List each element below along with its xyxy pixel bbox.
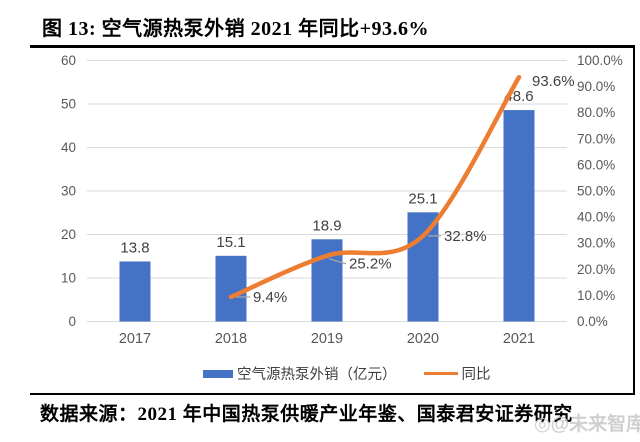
label-leader-2019 [328, 258, 347, 265]
left-axis-tick: 60 [61, 53, 76, 68]
right-axis-tick: 80.0% [577, 105, 615, 120]
legend-line-swatch [423, 371, 458, 376]
legend-bar-swatch [203, 369, 233, 378]
bar-label-2020: 25.1 [408, 190, 437, 207]
right-axis-tick: 40.0% [577, 210, 615, 225]
watermark-text: @未来智库 [550, 414, 640, 435]
right-axis-tick: 0.0% [577, 314, 608, 329]
yoy-label-2018: 9.4% [253, 289, 287, 306]
right-axis-tick: 20.0% [577, 262, 615, 277]
right-axis-tick: 60.0% [577, 157, 615, 172]
yoy-label-2020: 32.8% [444, 228, 487, 245]
yoy-label-2021: 93.6% [532, 73, 575, 90]
figure-right-border [633, 45, 636, 395]
watermark: ◎@未来智库 [534, 409, 640, 436]
right-axis-tick: 70.0% [577, 131, 615, 146]
legend-bar-label: 空气源热泵外销（亿元） [237, 367, 397, 383]
left-axis-tick: 30 [61, 184, 76, 199]
left-axis-tick: 0 [68, 314, 76, 329]
category-label-2019: 2019 [311, 331, 343, 347]
yoy-line [228, 74, 522, 300]
bar-label-2018: 15.1 [216, 234, 245, 251]
title-divider-line [30, 45, 635, 48]
left-axis-tick: 20 [61, 227, 76, 242]
bottom-divider-line [30, 393, 635, 395]
left-axis-tick: 50 [61, 97, 76, 112]
right-axis-tick: 50.0% [577, 184, 615, 199]
category-label-2021: 2021 [503, 331, 535, 347]
bar-2018 [215, 255, 247, 322]
chart-legend: 空气源热泵外销（亿元） 同比 [203, 363, 491, 384]
category-label-2018: 2018 [215, 331, 247, 347]
right-axis-tick: 30.0% [577, 236, 615, 251]
bar-2021 [503, 110, 535, 322]
bar-2020 [407, 212, 439, 322]
right-axis-tick: 90.0% [577, 79, 615, 94]
left-axis-tick: 40 [61, 140, 76, 155]
right-axis-tick: 10.0% [577, 288, 615, 303]
bar-label-2019: 18.9 [312, 217, 341, 234]
category-label-2017: 2017 [119, 331, 151, 347]
left-axis-tick: 10 [61, 271, 76, 286]
combo-chart-plot: 0 10 20 30 40 50 60 0.0% 10.0% 20.0% 30.0% 40.0% 50.… [61, 53, 623, 347]
data-source-text: 数据来源：2021 年中国热泵供暖产业年鉴、国泰君安证券研究 [40, 404, 573, 425]
yoy-label-2019: 25.2% [349, 256, 392, 273]
figure-title: 图 13: 空气源热泵外销 2021 年同比+93.6% [42, 18, 430, 40]
bar-2017 [119, 261, 151, 322]
watermark-logo-icon: ◎ [534, 414, 551, 435]
right-axis-tick: 100.0% [577, 53, 623, 68]
legend-line-label: 同比 [461, 367, 491, 383]
bar-label-2017: 13.8 [120, 239, 149, 256]
category-label-2020: 2020 [407, 331, 439, 347]
